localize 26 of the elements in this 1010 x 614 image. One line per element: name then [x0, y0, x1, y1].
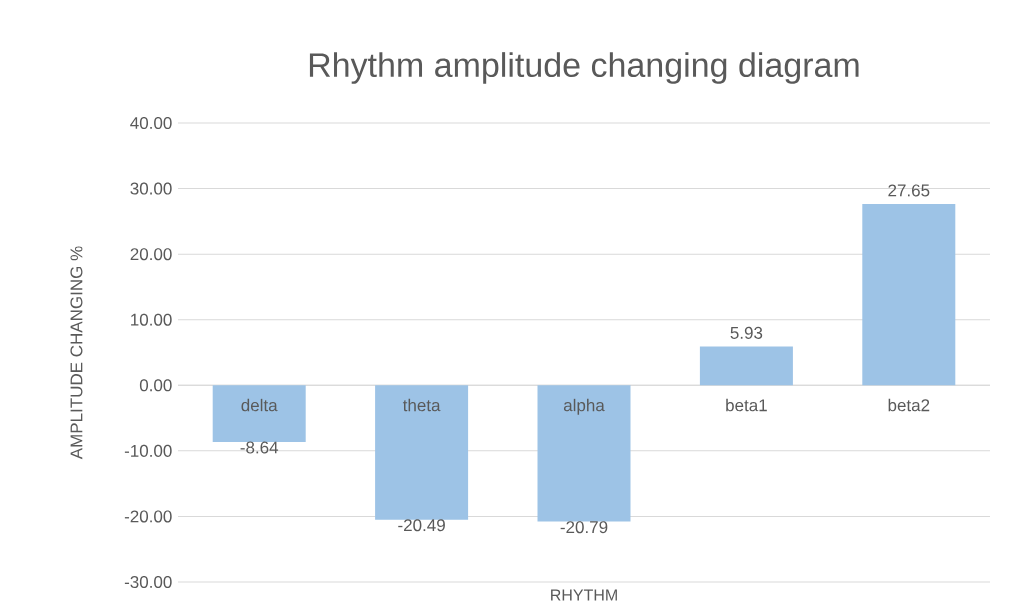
x-tick-label: theta — [402, 398, 441, 412]
y-tick-label: -20.00 — [124, 510, 172, 523]
y-axis-title: AMPLITUDE CHANGING % — [70, 246, 83, 460]
bar — [375, 385, 469, 520]
y-tick-label: -30.00 — [124, 575, 172, 589]
data-label: 27.65 — [888, 184, 930, 197]
y-tick-label: 40.00 — [130, 116, 172, 130]
x-tick-label: delta — [241, 398, 278, 412]
y-tick-label: 20.00 — [130, 248, 172, 261]
bar — [537, 385, 631, 522]
data-label: 5.93 — [730, 326, 763, 339]
y-tick-label: 30.00 — [130, 182, 172, 195]
x-tick-label: beta2 — [888, 398, 930, 412]
x-tick-label: beta1 — [726, 398, 767, 412]
bar — [699, 346, 793, 386]
bar — [862, 203, 956, 386]
bar — [212, 385, 306, 442]
data-label: -20.79 — [560, 521, 608, 534]
y-tick-label: 10.00 — [131, 313, 172, 326]
x-tick-label: alpha — [563, 398, 605, 415]
data-label: -8.64 — [240, 441, 279, 454]
y-tick-label: 0.00 — [139, 379, 172, 392]
chart-title: Rhythm amplitude changing diagram — [309, 52, 859, 84]
y-tick-label: -10.00 — [124, 444, 172, 457]
data-label: -20.49 — [398, 519, 445, 532]
x-axis-title: RHYTHM — [551, 589, 617, 601]
